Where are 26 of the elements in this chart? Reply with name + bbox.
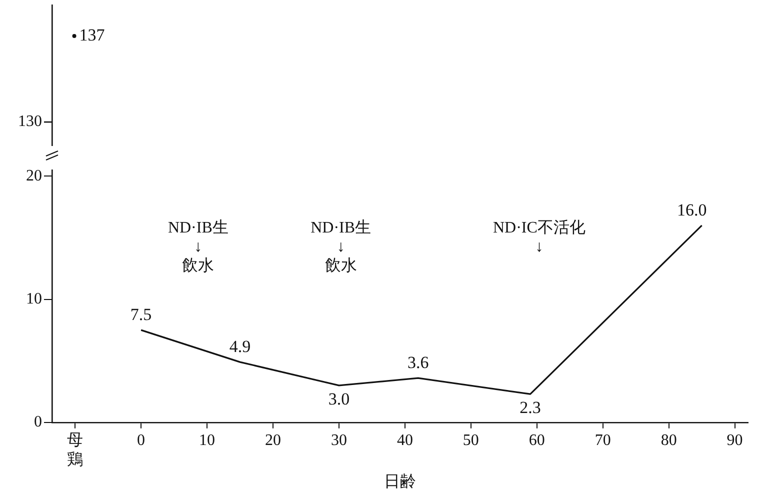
x-tick-label: 60: [528, 432, 545, 450]
data-label: 3.6: [408, 353, 429, 372]
x-tick-label: 母鶏: [67, 432, 84, 468]
x-tick-label: 50: [462, 432, 479, 450]
y-tick-label: 10: [26, 290, 42, 308]
data-label: 137: [79, 25, 106, 44]
data-label: 4.9: [229, 337, 251, 356]
x-tick-label: 30: [330, 432, 347, 450]
y-tick-label: 20: [26, 167, 42, 184]
data-label: 7.5: [130, 305, 152, 324]
annotation: ND·IB生 ↓ 飲水: [310, 218, 372, 275]
x-tick-label: 20: [265, 432, 282, 450]
y-tick-label: 0: [34, 414, 42, 431]
x-tick-label: 70: [594, 432, 611, 450]
x-axis-title: 日齢: [384, 472, 416, 491]
annotation: ND·IC不活化 ↓: [492, 220, 586, 256]
data-label: 3.0: [328, 389, 350, 408]
data-label: 2.3: [520, 398, 541, 418]
x-tick-label: 0: [137, 432, 146, 450]
annotation: ND·IB生 ↓ 飲水: [168, 218, 228, 275]
x-tick-label: 40: [396, 432, 413, 450]
text: 130: [18, 113, 42, 130]
x-tick-label: 90: [726, 432, 743, 450]
x-tick-label: 10: [199, 432, 216, 450]
data-label: 16.0: [676, 200, 707, 220]
x-tick-label: 80: [660, 432, 677, 450]
